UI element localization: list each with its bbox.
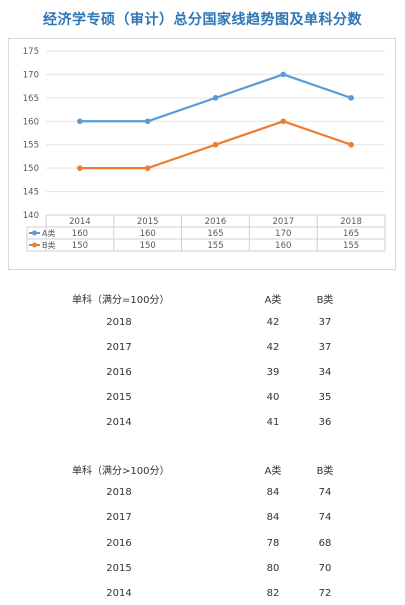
legend-label: B类	[42, 240, 56, 250]
y-tick-label: 160	[23, 117, 39, 127]
table-cell-year: 2017	[106, 512, 132, 523]
y-tick-label: 155	[23, 141, 39, 151]
table-cell-a: 40	[266, 392, 280, 403]
x-tick-label: 2018	[340, 217, 362, 227]
data-point	[348, 141, 354, 148]
data-table-value: 160	[140, 229, 156, 239]
data-point	[77, 165, 83, 171]
table-cell-b: 70	[318, 563, 332, 574]
data-table-value: 165	[207, 229, 223, 239]
x-tick-label: 2014	[69, 217, 91, 227]
table1-header-a: A类	[264, 295, 282, 306]
table-cell-b: 34	[318, 367, 332, 378]
table2-header-a: A类	[264, 466, 282, 477]
data-table-value: 170	[275, 229, 291, 239]
table-cell-year: 2018	[106, 317, 132, 328]
table-cell-a: 82	[266, 588, 280, 599]
table-cell-a: 41	[266, 417, 280, 428]
x-tick-label: 2015	[137, 217, 159, 227]
table-cell-b: 37	[318, 317, 332, 328]
data-point	[280, 71, 287, 78]
chart-container: 140 145 150 155 160 165 170 175 2014 2015 2016 2017…	[8, 38, 396, 270]
table-cell-year: 2015	[106, 392, 132, 403]
table-cell-a: 80	[266, 563, 280, 574]
table-cell-year: 2018	[106, 487, 132, 498]
table-cell-a: 39	[266, 367, 280, 378]
table-cell-a: 42	[266, 317, 280, 328]
table-cell-year: 2017	[106, 342, 132, 353]
table-cell-b: 72	[318, 588, 332, 599]
table1-header-b: B类	[316, 295, 334, 306]
table-cell-b: 68	[318, 538, 332, 549]
page-title: 经济学专硕（审计）总分国家线趋势图及单科分数	[43, 12, 362, 28]
y-tick-label: 175	[23, 47, 39, 57]
y-tick-label: 150	[23, 164, 39, 174]
table-cell-b: 74	[318, 487, 332, 498]
table-cell-a: 78	[266, 538, 280, 549]
data-table-value: 165	[343, 229, 359, 239]
y-tick-label: 140	[23, 211, 39, 221]
data-table-value: 150	[140, 241, 156, 251]
table2-header-subject: 单科（满分>100分）	[72, 466, 170, 477]
table-cell-b: 37	[318, 342, 332, 353]
table-cell-year: 2014	[106, 417, 132, 428]
table-cell-b: 74	[318, 512, 332, 523]
legend-label: A类	[42, 228, 55, 238]
table-cell-year: 2016	[106, 367, 132, 378]
data-point	[77, 118, 83, 125]
line-chart: 140 145 150 155 160 165 170 175 2014 2015 2016 2017…	[23, 47, 386, 252]
table-cell-year: 2014	[106, 588, 132, 599]
x-tick-label: 2017	[272, 217, 294, 227]
table-cell-a: 84	[266, 512, 280, 523]
data-point	[348, 95, 354, 101]
data-table-value: 160	[275, 241, 291, 251]
y-tick-label: 170	[23, 70, 39, 80]
data-point	[144, 118, 151, 125]
data-table-value: 150	[72, 241, 88, 251]
data-point	[212, 141, 219, 148]
table2-header-b: B类	[316, 466, 334, 477]
x-tick-label: 2016	[205, 217, 227, 227]
data-point	[144, 165, 151, 171]
data-table-value: 155	[207, 241, 223, 251]
table1-header-subject: 单科（满分=100分）	[72, 295, 170, 306]
y-tick-label: 145	[23, 188, 39, 198]
data-point	[212, 95, 219, 101]
data-table-value: 155	[343, 241, 359, 251]
legend-key-marker	[32, 230, 37, 236]
table-cell-b: 36	[318, 417, 332, 428]
data-point	[280, 118, 287, 125]
legend-key-marker	[32, 242, 37, 248]
table-cell-b: 35	[318, 392, 332, 403]
y-tick-label: 165	[23, 94, 39, 104]
table-cell-year: 2016	[106, 538, 132, 549]
data-table-value: 160	[72, 229, 88, 239]
table-cell-a: 84	[266, 487, 280, 498]
table-cell-year: 2015	[106, 563, 132, 574]
table-cell-a: 42	[266, 342, 280, 353]
